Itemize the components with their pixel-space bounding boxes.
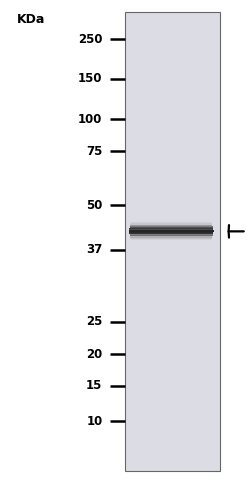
Bar bbox=[129, 231, 214, 232]
Bar bbox=[130, 226, 213, 227]
Bar bbox=[129, 233, 213, 234]
Bar bbox=[125, 12, 220, 471]
Text: 150: 150 bbox=[78, 72, 102, 85]
Text: 50: 50 bbox=[86, 199, 102, 212]
Bar bbox=[130, 223, 212, 224]
Bar bbox=[130, 226, 213, 227]
Bar bbox=[130, 235, 213, 236]
Bar bbox=[130, 224, 212, 225]
Bar bbox=[129, 230, 214, 231]
Bar bbox=[130, 227, 213, 228]
Bar bbox=[130, 235, 213, 236]
Text: 37: 37 bbox=[86, 243, 102, 256]
Bar bbox=[129, 232, 214, 233]
Bar bbox=[129, 229, 214, 230]
Bar bbox=[130, 237, 212, 238]
Bar bbox=[130, 238, 212, 239]
Bar bbox=[129, 233, 213, 234]
Bar bbox=[129, 228, 213, 229]
Bar bbox=[130, 236, 212, 237]
Text: 15: 15 bbox=[86, 379, 102, 393]
Bar bbox=[130, 236, 212, 237]
Bar bbox=[129, 231, 214, 232]
Bar bbox=[130, 225, 212, 226]
Bar bbox=[130, 224, 212, 225]
Text: 25: 25 bbox=[86, 315, 102, 328]
Bar bbox=[130, 239, 212, 240]
Bar bbox=[129, 229, 214, 230]
Text: 250: 250 bbox=[78, 33, 102, 46]
Bar bbox=[131, 222, 212, 223]
Text: 100: 100 bbox=[78, 112, 102, 126]
Bar bbox=[130, 237, 212, 238]
Bar bbox=[130, 223, 212, 224]
Bar bbox=[130, 234, 213, 235]
Bar bbox=[129, 232, 214, 233]
Text: 10: 10 bbox=[86, 415, 102, 428]
Bar bbox=[129, 228, 213, 229]
Text: 20: 20 bbox=[86, 348, 102, 361]
Text: KDa: KDa bbox=[16, 13, 45, 26]
Bar bbox=[130, 238, 212, 239]
Text: 75: 75 bbox=[86, 144, 102, 158]
Bar bbox=[131, 239, 212, 240]
Bar bbox=[130, 227, 213, 228]
